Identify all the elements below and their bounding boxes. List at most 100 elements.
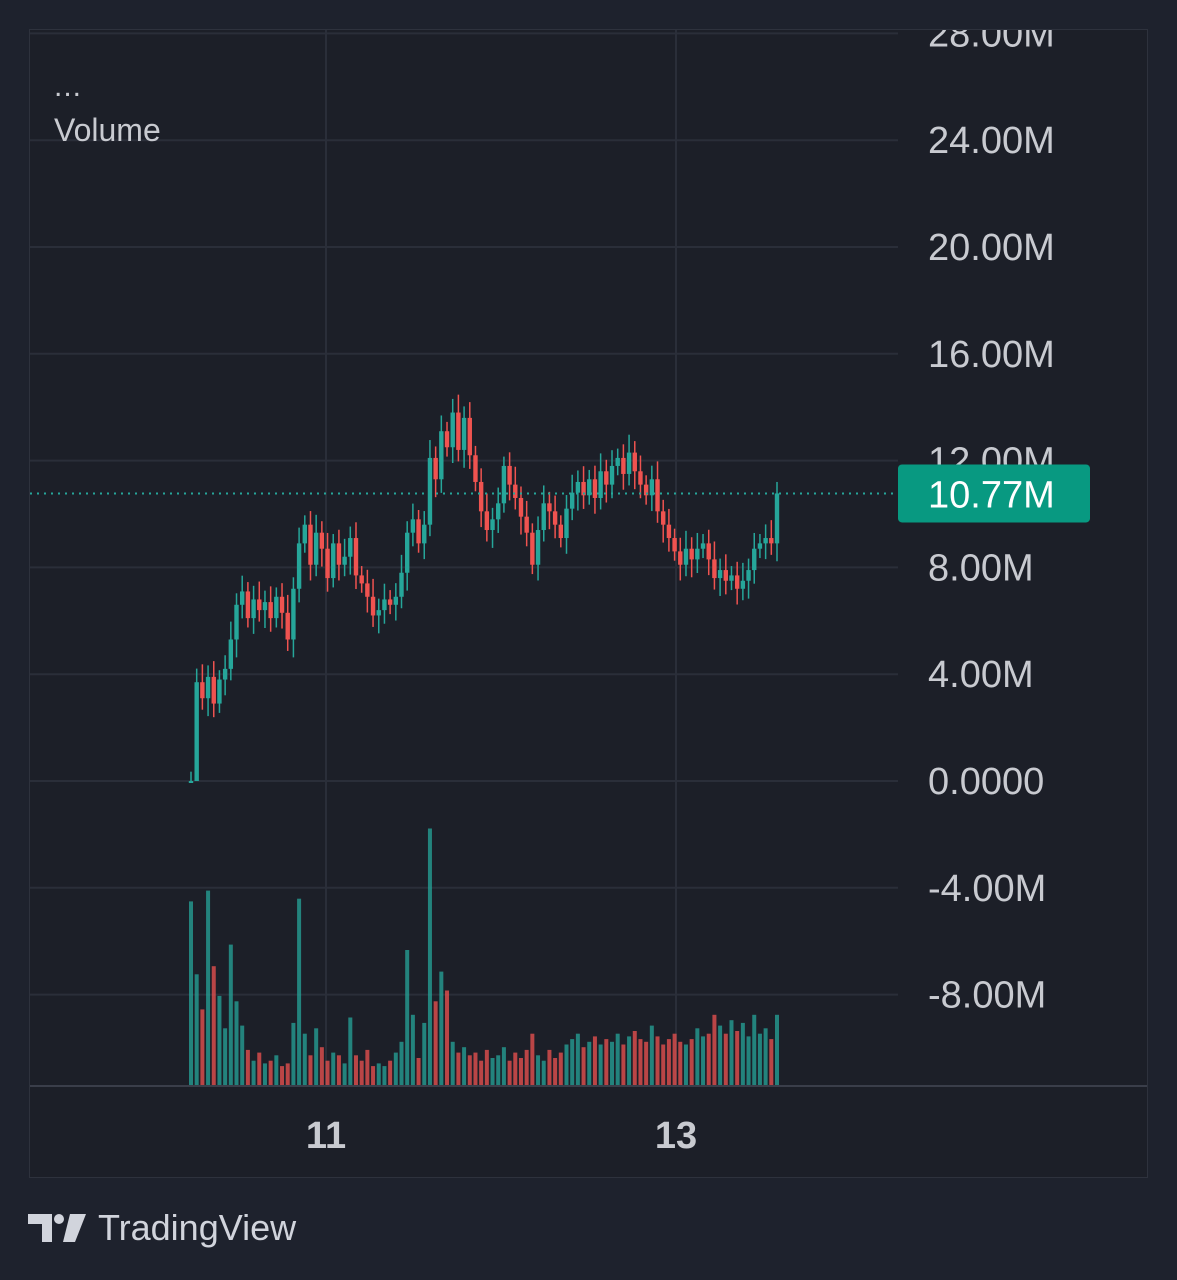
last-price-label: 10.77M	[928, 474, 1055, 516]
volume-bar	[291, 1022, 296, 1085]
candle-body	[496, 503, 501, 520]
volume-bar	[570, 1039, 575, 1085]
candle-body	[234, 604, 239, 640]
candle-body	[382, 599, 387, 611]
time-axis[interactable]: 11 13	[306, 1115, 697, 1157]
candle-body	[319, 532, 325, 549]
candle-body	[376, 610, 381, 616]
candle-body	[342, 556, 347, 565]
candle-body	[359, 575, 364, 584]
y-tick-label: 20.00M	[928, 227, 1055, 269]
candle-body	[291, 588, 296, 640]
candle-body	[598, 471, 603, 498]
candle-body	[740, 580, 746, 589]
candle-body	[524, 516, 529, 533]
volume-bar	[496, 1055, 501, 1085]
volume-bar	[240, 1025, 245, 1085]
candle-body	[763, 538, 768, 544]
candle-body	[410, 519, 416, 533]
volume-bar	[473, 1052, 478, 1085]
y-tick-label: 24.00M	[928, 120, 1055, 162]
candle-body	[700, 543, 706, 549]
volume-bar	[388, 1060, 393, 1085]
candle-body	[774, 493, 780, 544]
volume-bar	[740, 1022, 745, 1085]
volume-bar	[251, 1060, 256, 1085]
candle-body	[188, 781, 194, 783]
volume-bar	[297, 898, 302, 1085]
volume-bar	[564, 1044, 569, 1085]
volume-bar	[723, 1033, 728, 1085]
tradingview-brand[interactable]: TradingView	[28, 1204, 296, 1252]
candle-body	[279, 596, 285, 613]
volume-bar	[280, 1066, 285, 1085]
volume-bar	[575, 1033, 580, 1085]
candle-body	[575, 481, 581, 493]
volume-bar	[706, 1033, 711, 1085]
candle-body	[513, 484, 518, 498]
candle-body	[649, 479, 655, 496]
volume-bar	[524, 1049, 529, 1085]
volume-bar	[194, 974, 199, 1085]
volume-bar	[501, 1047, 506, 1085]
candle-body	[689, 548, 694, 560]
candle-body	[353, 538, 359, 576]
candle-body	[621, 457, 626, 474]
volume-bar	[325, 1060, 330, 1085]
volume-bar	[541, 1060, 546, 1085]
volume-bar	[371, 1066, 376, 1085]
candle-body	[387, 599, 393, 605]
volume-bar	[712, 1014, 717, 1085]
candle-body	[655, 479, 660, 512]
volume-bar	[655, 1036, 660, 1085]
volume-bar	[308, 1055, 313, 1085]
volume-bar	[336, 1055, 341, 1085]
candle-body	[592, 479, 598, 498]
chart-svg[interactable]: 28.00M24.00M20.00M16.00M12.00M8.00M4.00M…	[30, 30, 1148, 1178]
volume-bar	[382, 1066, 387, 1085]
price-candles	[188, 394, 780, 783]
volume-bar	[598, 1044, 603, 1085]
candle-body	[643, 484, 649, 496]
volume-bar	[314, 1028, 319, 1085]
candle-body	[336, 543, 342, 565]
volume-bar	[331, 1052, 336, 1085]
volume-bar	[200, 1009, 205, 1085]
legend-more-dots[interactable]: ...	[54, 70, 83, 103]
candle-body	[558, 524, 564, 539]
candle-body	[274, 596, 279, 619]
candle-body	[302, 524, 307, 544]
last-price-badge[interactable]	[898, 464, 1090, 523]
volume-bar	[632, 1031, 637, 1085]
candle-body	[615, 457, 620, 466]
volume-bar	[342, 1063, 347, 1085]
volume-bar	[592, 1036, 597, 1085]
volume-bar	[427, 828, 432, 1085]
volume-bar	[729, 1020, 734, 1085]
volume-bar	[462, 1047, 467, 1085]
volume-bar	[587, 1041, 592, 1085]
volume-bar	[718, 1025, 723, 1085]
candle-body	[734, 575, 740, 589]
candle-body	[638, 471, 643, 485]
volume-bar	[553, 1058, 558, 1085]
candle-body	[348, 538, 353, 557]
candle-body	[285, 612, 290, 640]
candle-body	[240, 591, 245, 605]
candle-body	[729, 575, 734, 581]
chart-panel[interactable]: 28.00M 24.00M 20.00M 16.00M 12.00M 8.00M 4.00M…	[29, 29, 1148, 1178]
candle-body	[257, 599, 262, 611]
candle-body	[228, 639, 234, 669]
volume-bar	[456, 1052, 461, 1085]
candle-body	[484, 511, 490, 531]
y-tick-label: 28.00M	[928, 30, 1055, 55]
tradingview-logo-icon	[28, 1214, 86, 1242]
price-axis[interactable]: 28.00M24.00M20.00M16.00M12.00M8.00M4.00M…	[898, 30, 1090, 1017]
candle-body	[399, 572, 404, 597]
candle-body	[222, 668, 228, 680]
candle-body	[296, 543, 302, 589]
candle-body	[706, 543, 711, 560]
candle-body	[473, 455, 478, 482]
candle-body	[200, 682, 205, 699]
candle-body	[416, 519, 421, 544]
